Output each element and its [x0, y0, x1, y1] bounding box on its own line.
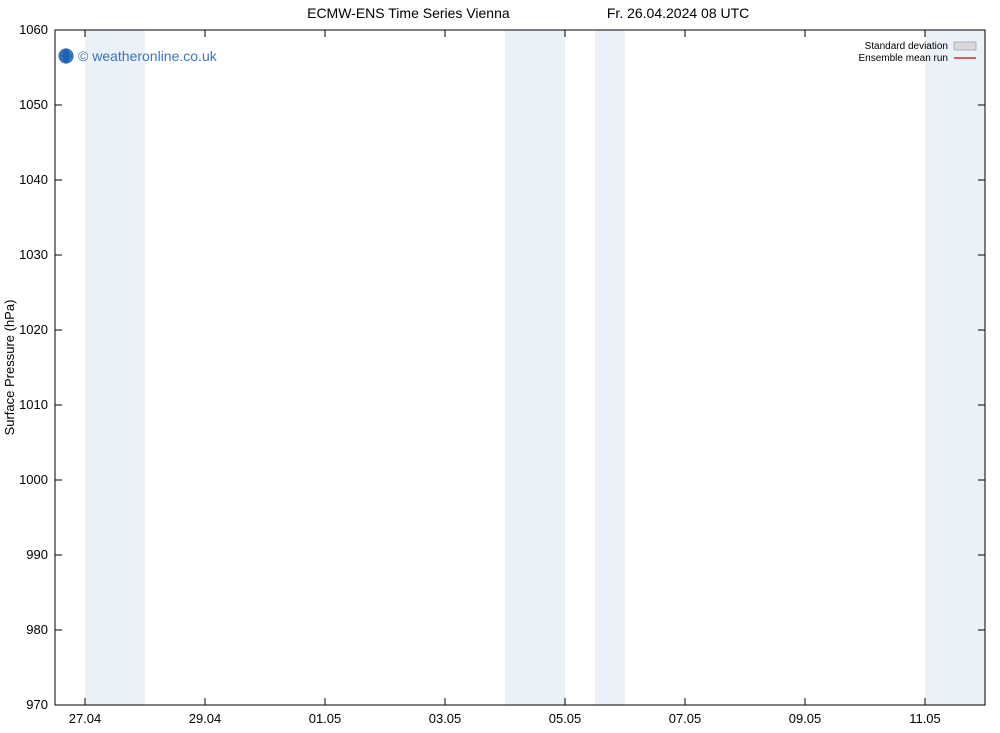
- legend-label: Ensemble mean run: [859, 53, 949, 64]
- x-tick-label: 01.05: [309, 711, 342, 726]
- x-tick-label: 11.05: [909, 711, 941, 726]
- x-tick-label: 29.04: [189, 711, 222, 726]
- shaded-band: [85, 30, 145, 705]
- y-tick-label: 1030: [19, 247, 48, 262]
- y-tick-label: 1020: [19, 322, 48, 337]
- watermark: © weatheronline.co.uk: [59, 48, 218, 64]
- y-tick-label: 1010: [19, 397, 48, 412]
- y-tick-label: 1060: [19, 22, 48, 37]
- chart-title-right: Fr. 26.04.2024 08 UTC: [607, 5, 749, 21]
- shaded-band: [925, 30, 985, 705]
- x-tick-label: 03.05: [429, 711, 462, 726]
- chart-svg: 970 980 990 1000 1010 1020 1030 1040 1050 1060 27.…: [0, 0, 1000, 733]
- y-tick-label: 990: [26, 547, 48, 562]
- legend-swatch-area: [954, 42, 976, 50]
- chart-bg: [0, 0, 1000, 733]
- legend-label: Standard deviation: [865, 41, 948, 52]
- y-tick-label: 1040: [19, 172, 48, 187]
- shaded-band: [595, 30, 625, 705]
- y-tick-label: 970: [26, 697, 48, 712]
- shaded-band: [505, 30, 565, 705]
- y-tick-label: 1000: [19, 472, 48, 487]
- x-tick-label: 27.04: [69, 711, 102, 726]
- watermark-text: © weatheronline.co.uk: [78, 48, 218, 64]
- pressure-chart: 970 980 990 1000 1010 1020 1030 1040 1050 1060 27.…: [0, 0, 1000, 733]
- x-tick-label: 07.05: [669, 711, 702, 726]
- x-tick-label: 09.05: [789, 711, 822, 726]
- chart-title-left: ECMW-ENS Time Series Vienna: [307, 5, 510, 21]
- y-axis-label: Surface Pressure (hPa): [2, 300, 17, 436]
- y-tick-label: 980: [26, 622, 48, 637]
- y-tick-label: 1050: [19, 97, 48, 112]
- x-tick-label: 05.05: [549, 711, 582, 726]
